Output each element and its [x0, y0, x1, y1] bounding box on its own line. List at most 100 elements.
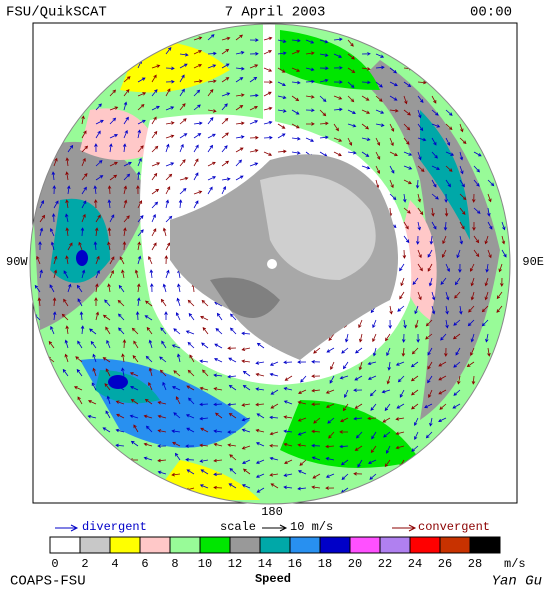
wind-arrow — [81, 145, 89, 153]
wind-arrow — [291, 123, 300, 129]
wind-arrow — [235, 159, 243, 167]
wind-arrow — [235, 77, 244, 83]
wind-arrow — [151, 74, 157, 83]
wind-arrow — [123, 116, 129, 125]
wind-arrow — [73, 386, 83, 391]
wind-arrow — [162, 227, 167, 237]
wind-arrow — [255, 442, 265, 447]
wind-arrow — [53, 269, 58, 279]
wind-arrow — [122, 241, 127, 251]
wind-arrow — [123, 215, 130, 223]
wind-arrow — [354, 375, 363, 381]
wind-arrow — [235, 147, 244, 153]
colorbar-tick: 14 — [258, 557, 272, 571]
wind-arrow — [151, 105, 160, 111]
colorbar-tick: 8 — [171, 557, 178, 571]
wind-arrow — [179, 187, 187, 195]
wind-arrow — [187, 369, 195, 377]
wind-arrow — [263, 36, 273, 41]
wind-arrow — [467, 319, 475, 327]
wind-arrow — [417, 249, 422, 259]
wind-arrow — [95, 311, 100, 321]
wind-arrow — [300, 375, 307, 383]
wind-arrow — [165, 134, 175, 139]
wind-arrow — [235, 93, 245, 97]
wind-arrow — [151, 64, 161, 69]
wind-arrow — [137, 103, 145, 111]
wind-arrow — [283, 429, 293, 434]
wind-arrow — [319, 53, 329, 57]
wind-arrow — [144, 315, 153, 321]
wind-arrow — [165, 143, 170, 153]
wind-arrow — [186, 427, 195, 433]
wind-arrow — [179, 118, 187, 125]
wind-arrow — [228, 412, 237, 419]
colorbar-tick: 26 — [438, 557, 452, 571]
wind-arrow — [235, 34, 243, 41]
wind-arrow — [256, 342, 265, 349]
wind-arrow — [263, 49, 272, 55]
wind-arrow — [311, 485, 321, 489]
colorbar-tick: 20 — [348, 557, 362, 571]
wind-arrow — [438, 375, 447, 381]
wind-arrow — [185, 414, 195, 419]
wind-arrow — [123, 76, 131, 83]
wind-arrow — [269, 456, 279, 461]
wind-arrow — [411, 347, 419, 355]
wind-arrow — [134, 269, 139, 279]
wind-arrow — [145, 300, 153, 307]
wind-arrow — [157, 470, 167, 475]
wind-arrow — [63, 298, 69, 307]
wind-arrow — [75, 356, 83, 363]
wind-arrow — [221, 103, 228, 111]
wind-arrow — [193, 121, 203, 126]
wind-arrow — [410, 361, 419, 368]
footer-left: COAPS-FSU — [10, 574, 86, 590]
wind-arrow — [347, 39, 354, 47]
wind-arrow — [193, 172, 199, 181]
speed-patch — [108, 375, 128, 389]
wind-arrow — [431, 207, 435, 217]
wind-arrow — [417, 291, 422, 301]
wind-arrow — [106, 339, 111, 349]
wind-arrow — [389, 179, 394, 189]
wind-arrow — [214, 412, 223, 419]
wind-arrow — [399, 263, 405, 272]
wind-arrow — [200, 427, 209, 433]
wind-arrow — [353, 471, 363, 476]
wind-arrow — [375, 137, 381, 146]
wind-arrow — [215, 328, 223, 335]
wind-arrow — [151, 145, 159, 153]
wind-arrow — [121, 269, 125, 279]
wind-arrow — [179, 53, 189, 57]
wind-arrow — [277, 109, 287, 113]
wind-arrow — [61, 313, 69, 321]
wind-arrow — [440, 333, 447, 341]
wind-arrow — [395, 417, 405, 421]
wind-arrow — [386, 347, 391, 357]
wind-arrow — [291, 80, 301, 85]
wind-arrow — [179, 159, 186, 167]
wind-arrow — [417, 137, 427, 142]
wind-arrow — [77, 340, 83, 349]
wind-arrow — [157, 400, 167, 405]
wind-arrow — [311, 443, 321, 448]
wind-arrow — [67, 185, 71, 195]
wind-arrow — [361, 137, 371, 142]
wind-arrow — [123, 173, 131, 181]
divergent-label: divergent — [82, 520, 147, 534]
wind-arrow — [389, 137, 394, 147]
wind-arrow — [50, 325, 55, 335]
wind-arrow — [438, 389, 447, 395]
wind-arrow — [249, 135, 259, 140]
wind-arrow — [427, 347, 433, 356]
wind-arrow — [283, 415, 293, 419]
speed-patch — [280, 400, 420, 468]
wind-arrow — [263, 91, 272, 97]
wind-arrow — [297, 470, 307, 475]
wind-arrow — [354, 445, 363, 451]
wind-arrow — [160, 327, 167, 335]
wind-arrow — [269, 361, 279, 366]
wind-arrow — [92, 353, 97, 363]
wind-arrow — [242, 468, 251, 475]
